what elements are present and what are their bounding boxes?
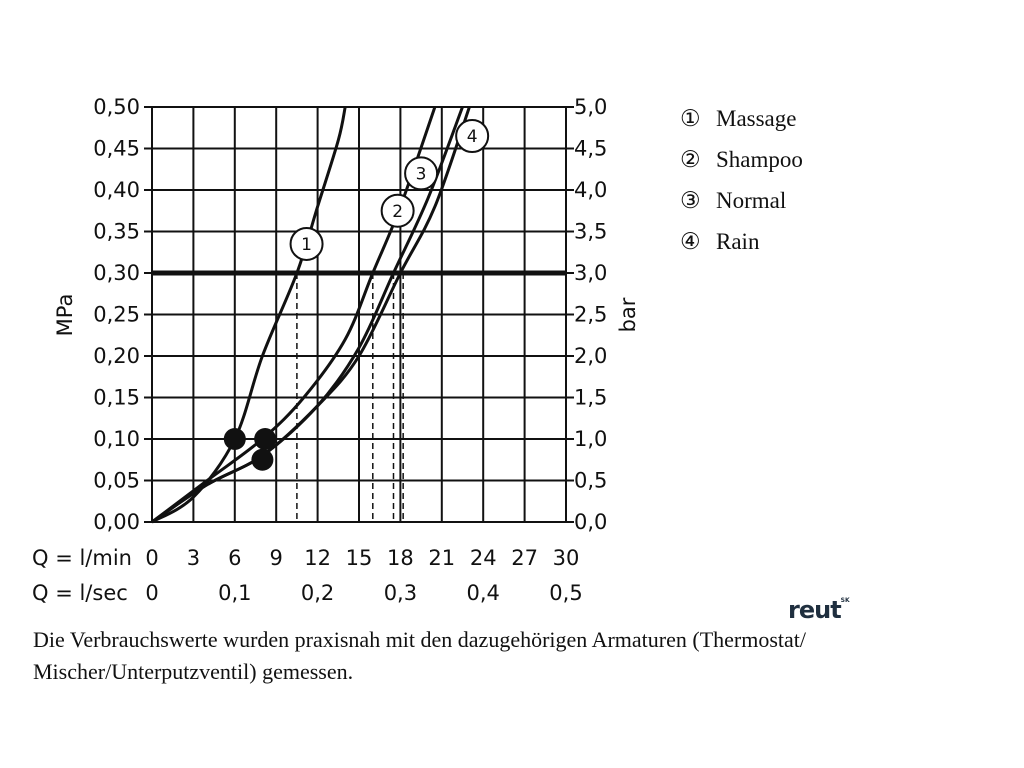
y-tick-label: 0,45: [93, 137, 140, 161]
legend-entry-normal: Normal: [716, 188, 786, 213]
grid: [144, 106, 574, 523]
x-tick-label: 3: [187, 546, 200, 570]
y-tick-label: 0,35: [93, 220, 140, 244]
logo-text: reut: [788, 596, 842, 624]
y2-tick-label: 4,0: [574, 178, 607, 202]
x-tick-label: 0,4: [466, 581, 499, 605]
curve-label-circle: [380, 193, 415, 228]
point-shampoo: [254, 428, 277, 450]
curve-label-circle: [455, 119, 490, 154]
curve-label-number: 3: [416, 164, 427, 184]
flow-drop-lines: [296, 273, 404, 522]
legend-marker: ②: [680, 147, 701, 172]
x-tick-label: 0,2: [301, 581, 334, 605]
point-normal: [251, 448, 274, 471]
y-tick-label: 0,20: [93, 344, 140, 368]
y-tick-label: 0,15: [93, 386, 140, 410]
curve-label-number: 2: [392, 202, 403, 222]
x-tick-label-rows: Q = l/min 0 3 6 9 12 15 18 21 24 27 30 Q = l/sec 0 0,1…: [32, 546, 583, 605]
y-tick-label: 0,50: [93, 95, 140, 119]
curve-labels: 1 23 4: [289, 119, 490, 261]
logo-sup: SK: [840, 597, 850, 604]
legend-entry-rain: Rain: [716, 229, 760, 254]
legend: ① Massage ② Shampoo ③ Normal ④ Rain: [680, 106, 803, 254]
point-massage: [223, 428, 246, 450]
operating-points: [223, 428, 277, 471]
y-tick-label: 0,00: [93, 510, 140, 534]
legend-marker: ①: [680, 106, 701, 131]
y-tick-label: 0,05: [93, 469, 140, 493]
legend-entry-massage: Massage: [716, 106, 796, 131]
legend-marker: ③: [680, 188, 701, 213]
y2-tick-label: 3,0: [574, 261, 607, 285]
x-tick-label: 24: [470, 546, 497, 570]
legend-marker: ④: [680, 229, 701, 254]
y2-tick-label: 1,0: [574, 427, 607, 451]
y2-tick-label: 4,5: [574, 137, 607, 161]
y2-tick-label: 0,0: [574, 510, 607, 534]
x-tick-label: 0: [145, 546, 158, 570]
y-tick-label: 0,25: [93, 303, 140, 327]
x-tick-label: 0,1: [218, 581, 251, 605]
x-tick-label: 12: [304, 546, 331, 570]
y2-tick-labels: 0,0 0,5 1,0 1,5 2,0 2,5 3,0 3,5 4,0 4,5 5,0: [574, 95, 607, 534]
curve-label-number: 4: [467, 127, 478, 147]
y2-tick-label: 2,5: [574, 303, 607, 327]
y2-tick-label: 3,5: [574, 220, 607, 244]
y-tick-label: 0,30: [93, 261, 140, 285]
curve-label-circle: [289, 226, 324, 261]
x-tick-label: 0,3: [384, 581, 417, 605]
x-row-label: Q = l/sec: [32, 581, 128, 605]
curve-label-number: 1: [301, 235, 312, 255]
y2-axis-label: bar: [616, 297, 640, 332]
curve-rain: [151, 106, 471, 524]
x-tick-label: 27: [511, 546, 538, 570]
curve-label-circle: [404, 156, 439, 191]
x-tick-label: 9: [270, 546, 283, 570]
reut-logo: reutSK: [788, 596, 850, 624]
x-tick-label: 21: [428, 546, 455, 570]
y2-tick-label: 0,5: [574, 469, 607, 493]
y-tick-label: 0,10: [93, 427, 140, 451]
legend-entry-shampoo: Shampoo: [716, 147, 803, 172]
y-axis-label: MPa: [53, 294, 77, 337]
x-tick-label: 6: [228, 546, 241, 570]
x-tick-label: 18: [387, 546, 414, 570]
x-tick-label: 15: [346, 546, 373, 570]
footnote: Die Verbrauchswerte wurden praxisnah mit…: [33, 627, 806, 684]
y2-tick-label: 2,0: [574, 344, 607, 368]
x-row-label: Q = l/min: [32, 546, 132, 570]
x-tick-label: 0,5: [549, 581, 582, 605]
x-tick-label: 30: [553, 546, 580, 570]
y2-tick-label: 1,5: [574, 386, 607, 410]
y-tick-labels: 0,00 0,05 0,10 0,15 0,20 0,25 0,30 0,35 0,40 0,45…: [93, 95, 140, 534]
y-tick-label: 0,40: [93, 178, 140, 202]
y2-tick-label: 5,0: [574, 95, 607, 119]
x-tick-label: 0: [145, 581, 158, 605]
